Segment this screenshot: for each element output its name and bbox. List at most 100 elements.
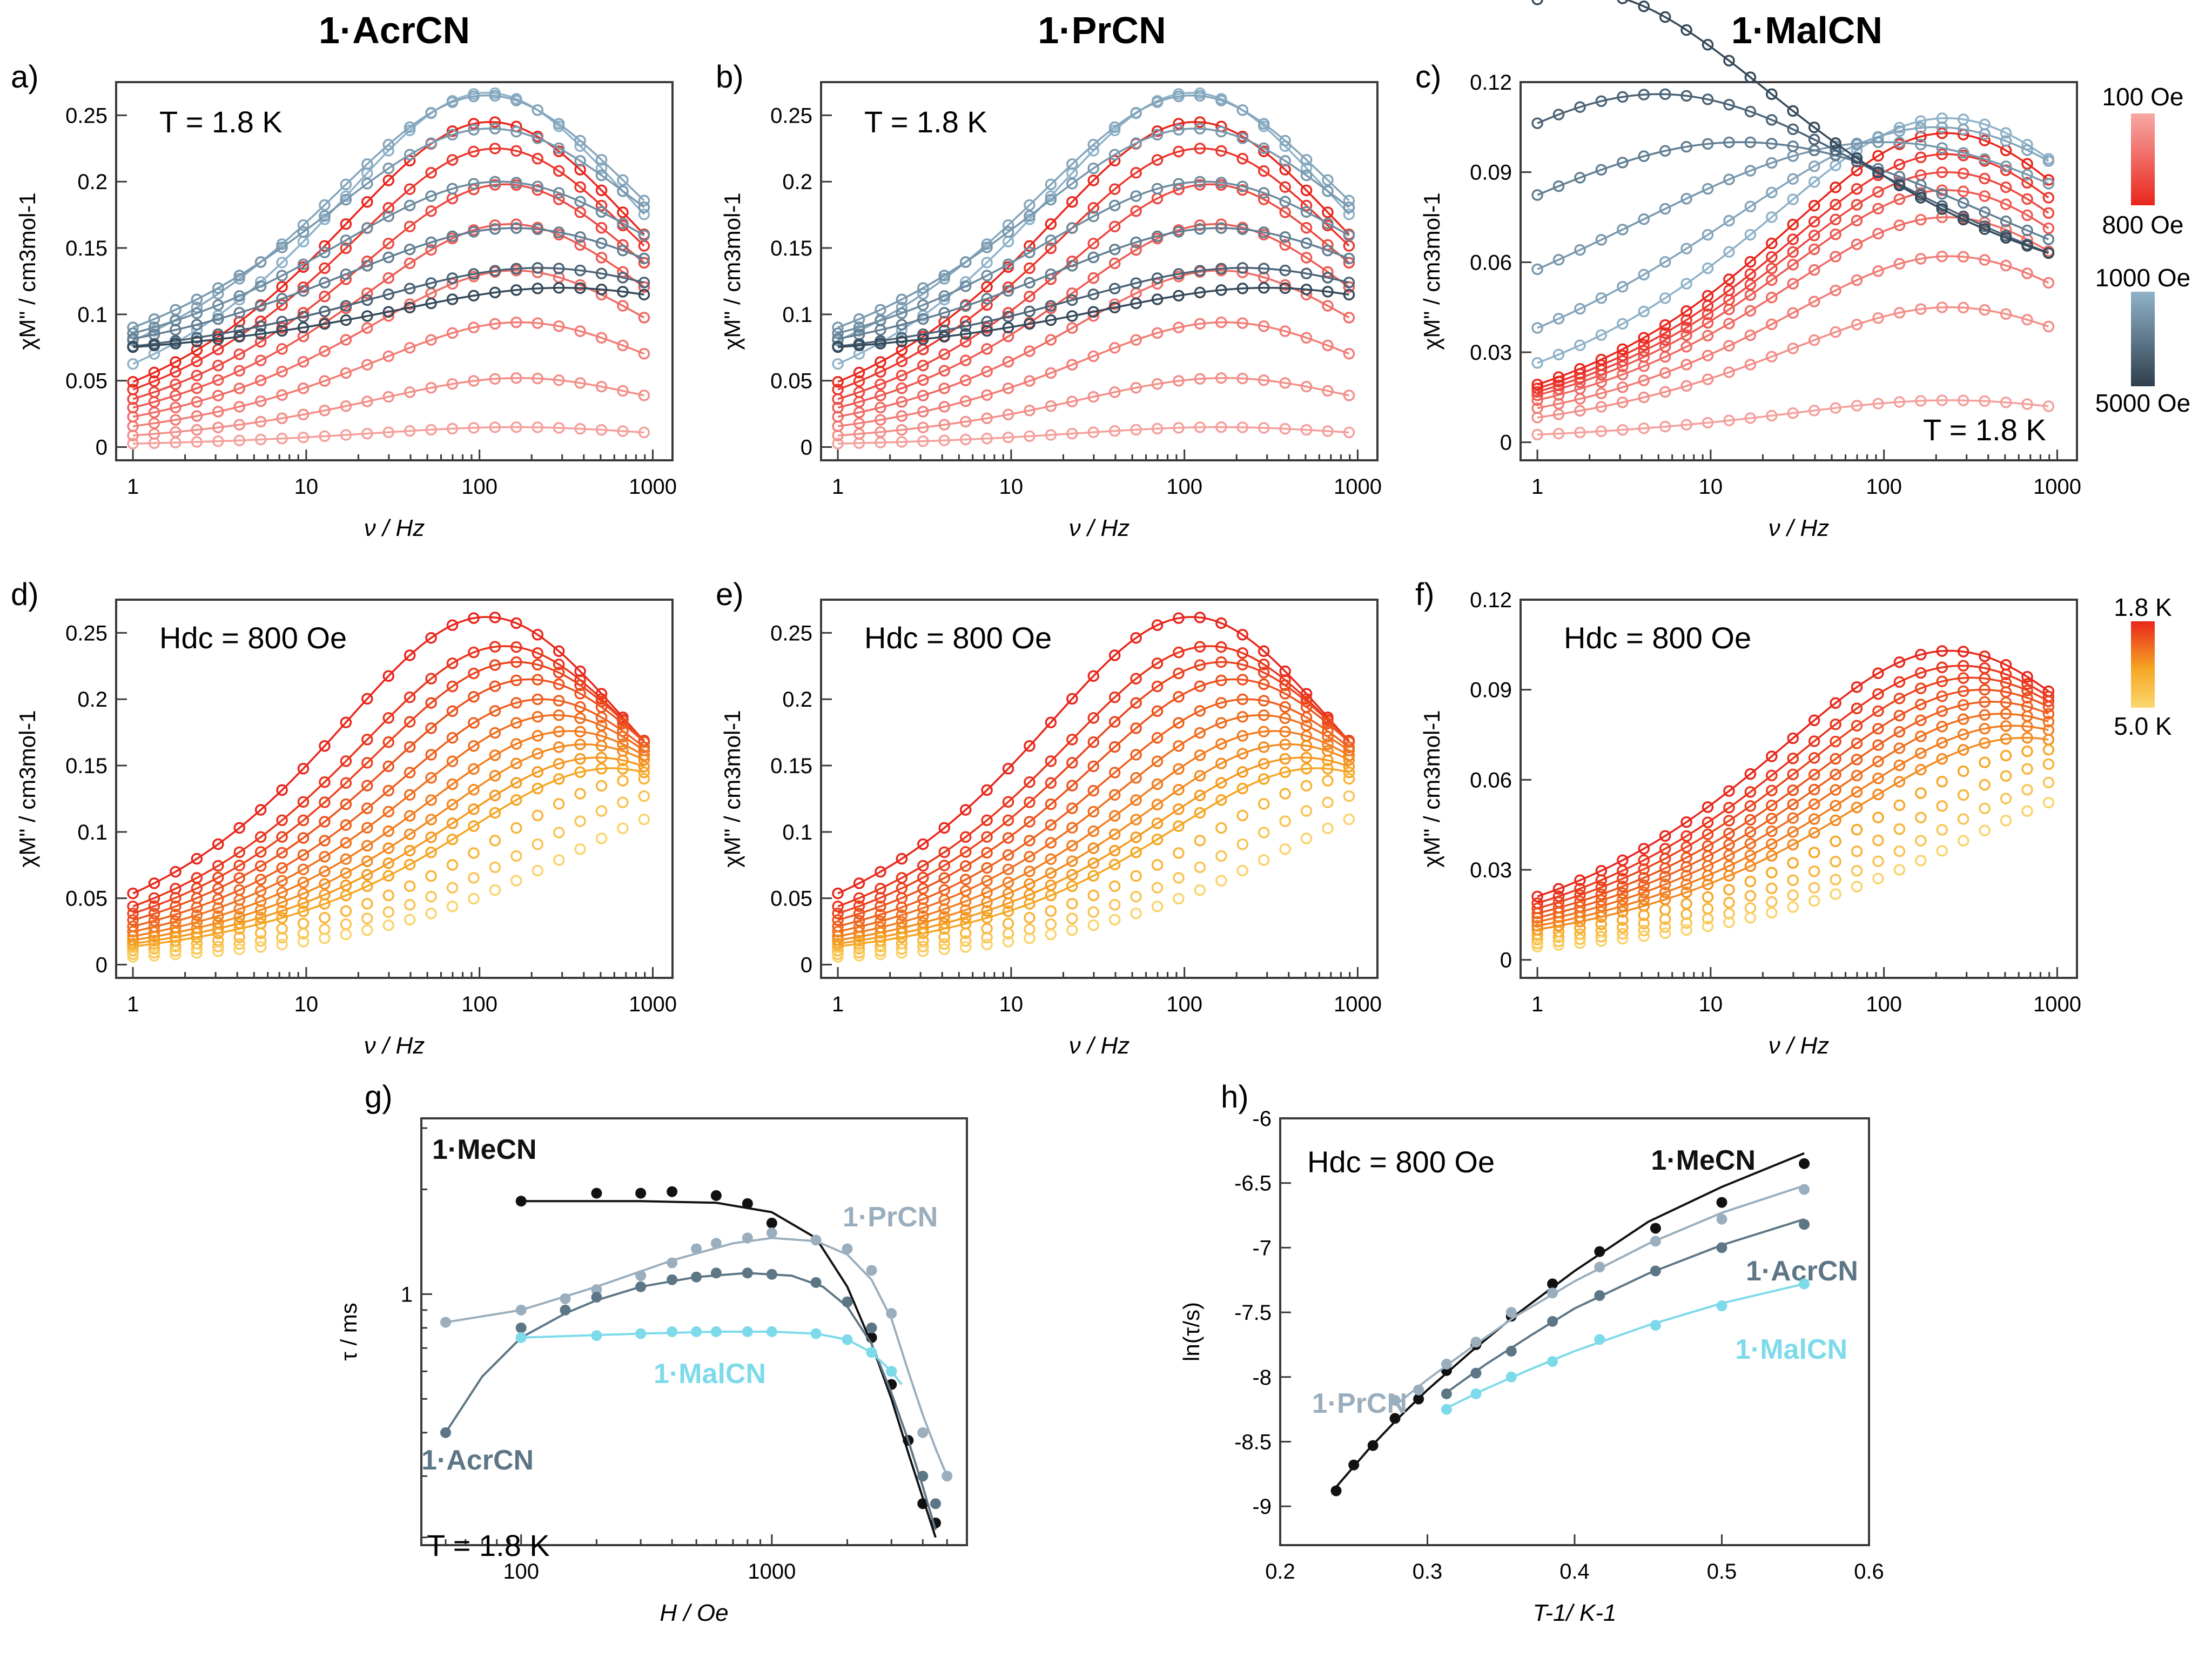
data-point xyxy=(574,422,586,435)
data-point xyxy=(1787,259,1799,271)
data-point xyxy=(1638,887,1650,898)
data-point xyxy=(297,382,310,394)
data-point xyxy=(875,378,886,391)
data-point xyxy=(875,940,886,952)
data-point xyxy=(340,837,352,849)
data-point xyxy=(981,299,993,311)
data-point xyxy=(532,674,544,686)
data-point xyxy=(1236,730,1249,742)
data-point xyxy=(382,426,394,438)
data-point xyxy=(1808,230,1820,241)
data-point xyxy=(832,321,844,333)
data-point xyxy=(1194,727,1206,739)
data-point xyxy=(1766,114,1778,126)
data-point xyxy=(1279,712,1291,724)
data-point xyxy=(1108,342,1121,354)
data-point xyxy=(1936,776,1948,788)
data-point xyxy=(574,766,586,779)
data-point xyxy=(1531,189,1543,201)
data-point xyxy=(1151,129,1164,141)
data-point xyxy=(1650,1223,1661,1234)
data-point xyxy=(148,892,160,904)
data-point xyxy=(1787,307,1799,319)
data-point xyxy=(1595,401,1608,413)
data-point xyxy=(532,372,544,385)
data-point xyxy=(1936,675,1948,687)
data-point xyxy=(404,301,416,314)
data-point xyxy=(1024,740,1036,752)
data-point xyxy=(446,859,459,871)
data-point xyxy=(938,846,950,858)
data-point xyxy=(254,280,267,292)
data-point xyxy=(319,835,331,847)
data-point xyxy=(1531,322,1543,334)
data-point xyxy=(1002,897,1014,909)
series-5000-Oe xyxy=(1531,0,2055,259)
data-point xyxy=(917,1427,929,1438)
data-point xyxy=(1872,773,1884,784)
data-point xyxy=(319,865,331,877)
data-point xyxy=(853,943,865,955)
data-point xyxy=(1108,767,1121,779)
data-point xyxy=(896,436,908,448)
data-point xyxy=(1872,834,1884,847)
data-point xyxy=(2021,678,2033,690)
fit-line xyxy=(132,227,645,340)
data-point xyxy=(1617,873,1629,885)
data-point xyxy=(489,749,501,761)
data-point xyxy=(382,306,394,318)
data-point xyxy=(1659,921,1671,933)
data-point xyxy=(1173,375,1185,387)
data-point xyxy=(276,343,288,355)
data-point xyxy=(212,838,224,850)
data-point xyxy=(2042,776,2055,789)
data-point xyxy=(2042,192,2055,204)
data-point xyxy=(1716,1197,1727,1208)
data-point xyxy=(1066,840,1078,852)
data-point xyxy=(574,239,586,251)
data-point xyxy=(1808,735,1820,747)
data-point xyxy=(959,300,972,312)
data-point xyxy=(340,819,352,831)
data-point xyxy=(404,858,416,870)
data-point xyxy=(1744,136,1757,149)
data-point xyxy=(853,931,865,943)
data-point xyxy=(297,226,310,238)
data-point xyxy=(1002,408,1014,421)
data-point xyxy=(1808,813,1820,825)
data-point xyxy=(191,853,203,865)
data-point xyxy=(1024,405,1036,417)
data-point xyxy=(382,670,394,682)
data-point xyxy=(1045,400,1057,412)
panel-annotation: Hdc = 800 Oe xyxy=(864,621,1052,655)
y-tick-label: -7.5 xyxy=(1234,1301,1272,1325)
data-point xyxy=(212,945,224,957)
data-point xyxy=(1151,755,1164,767)
data-point xyxy=(1979,128,1991,140)
data-point xyxy=(853,935,865,947)
fit-line xyxy=(133,426,644,445)
data-point xyxy=(959,904,972,916)
data-point xyxy=(853,366,865,379)
data-point xyxy=(1680,380,1692,392)
data-point xyxy=(532,659,544,670)
legend-low-top: 100 Oe xyxy=(2102,83,2184,111)
data-point xyxy=(1723,827,1735,840)
data-point xyxy=(875,915,886,928)
data-point xyxy=(1552,939,1565,951)
data-point xyxy=(981,293,993,305)
data-point xyxy=(638,277,650,288)
data-point xyxy=(1680,329,1692,341)
data-point xyxy=(191,931,203,943)
data-point xyxy=(1108,810,1121,822)
data-point xyxy=(1531,911,1543,924)
data-point xyxy=(319,375,331,387)
data-point xyxy=(617,717,629,729)
x-tick-label: 100 xyxy=(1866,475,1902,499)
panel-label: c) xyxy=(1415,59,1441,95)
data-point xyxy=(1108,425,1121,437)
data-point xyxy=(1151,96,1164,108)
panel-label: f) xyxy=(1415,577,1434,612)
data-point xyxy=(1367,1440,1379,1451)
